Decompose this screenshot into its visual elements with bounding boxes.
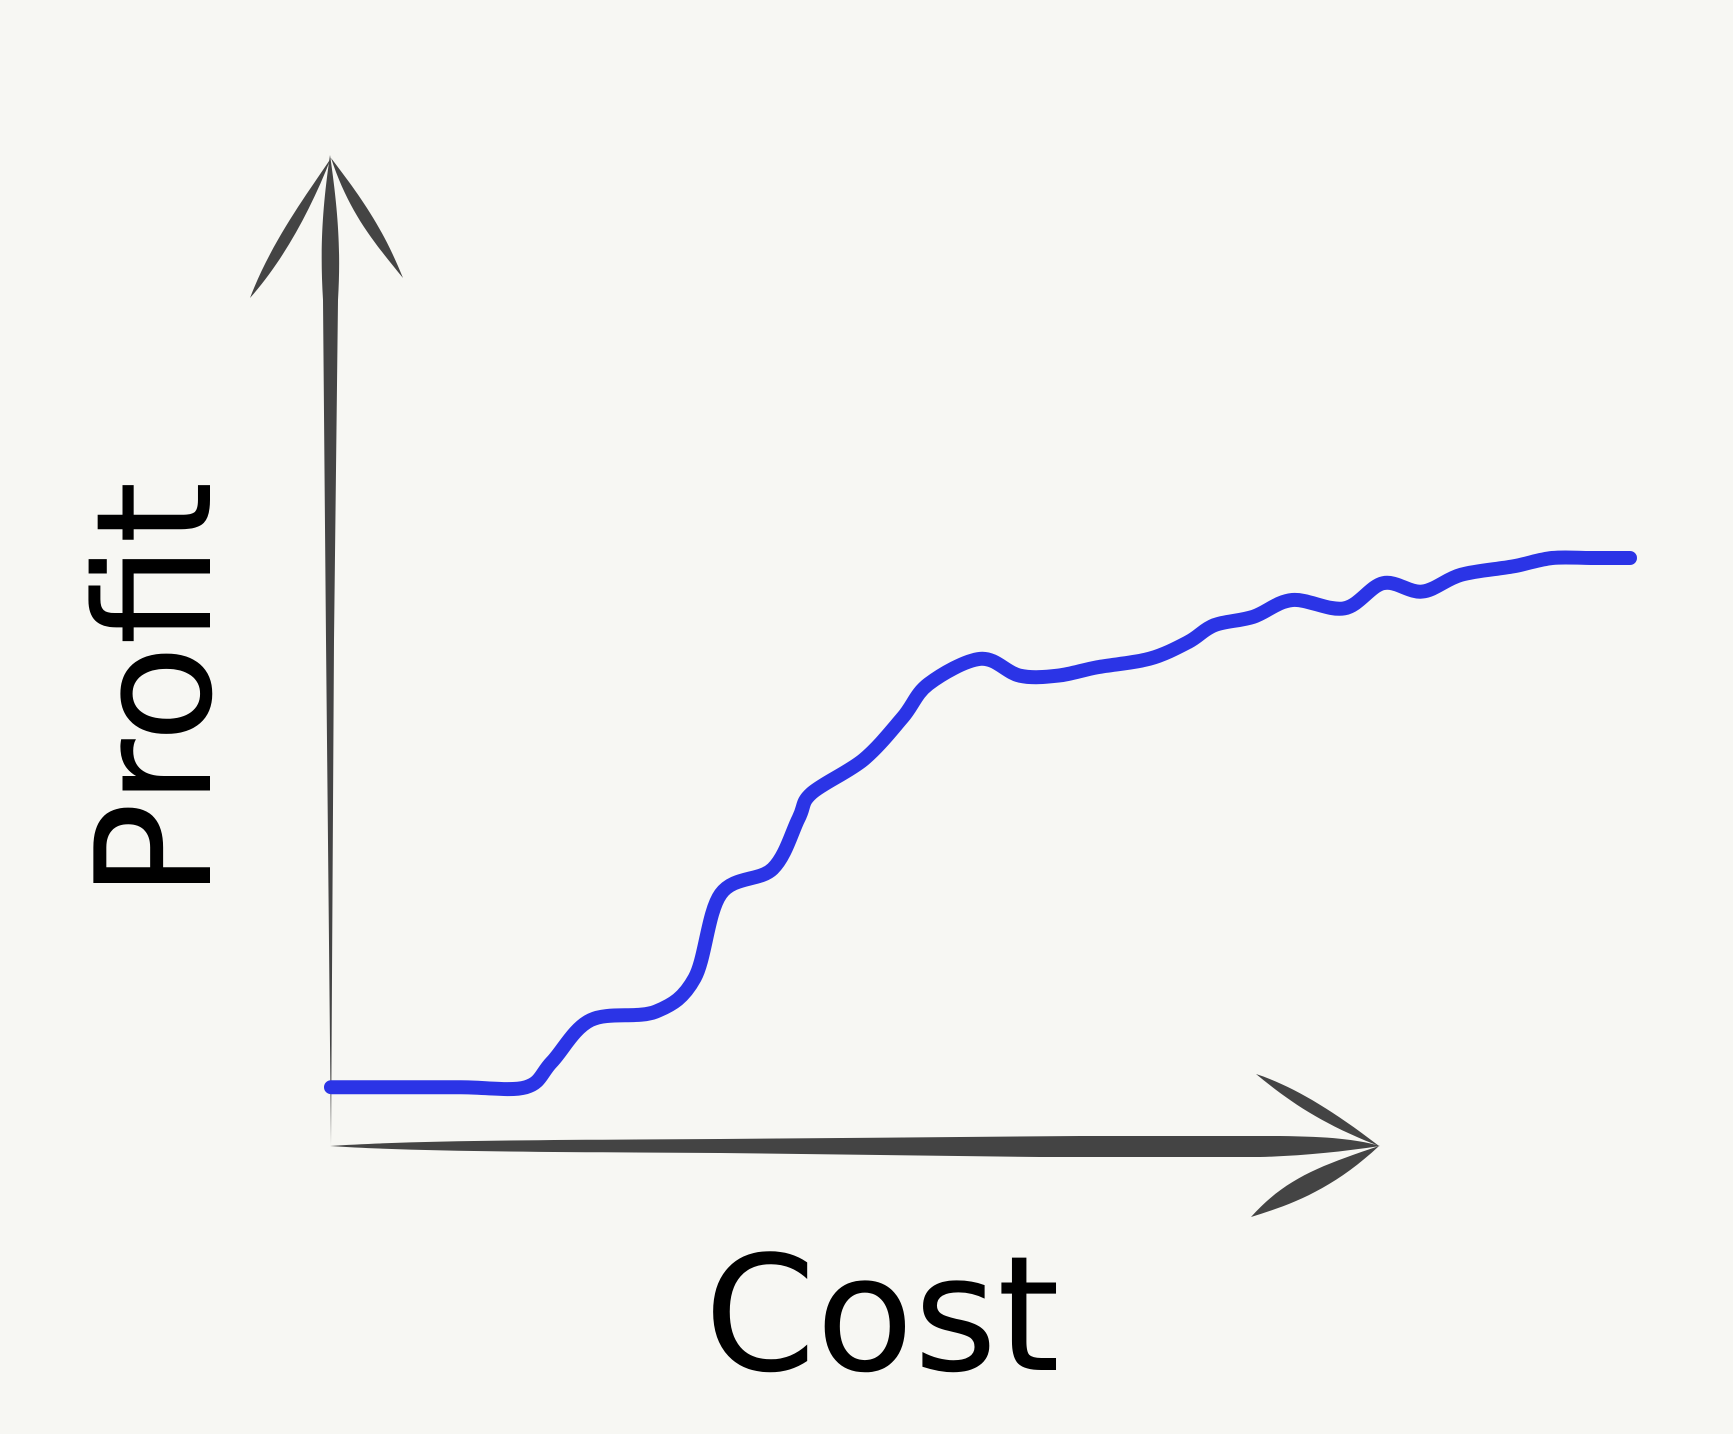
x-axis bbox=[330, 1074, 1380, 1217]
y-axis-arrowhead-right bbox=[331, 158, 403, 278]
x-axis-arrowhead-top bbox=[1256, 1074, 1379, 1146]
y-axis-arrowhead-left bbox=[250, 158, 331, 298]
series-line-0 bbox=[324, 550, 1637, 1097]
y-axis-line bbox=[321, 155, 340, 1145]
x-axis-line bbox=[330, 1136, 1380, 1157]
y-axis-label: Profit bbox=[61, 481, 248, 898]
series-layer bbox=[324, 550, 1637, 1097]
y-axis bbox=[250, 155, 403, 1145]
x-axis-label: Cost bbox=[704, 1221, 1060, 1408]
x-axis-arrowhead-bottom bbox=[1251, 1146, 1379, 1217]
